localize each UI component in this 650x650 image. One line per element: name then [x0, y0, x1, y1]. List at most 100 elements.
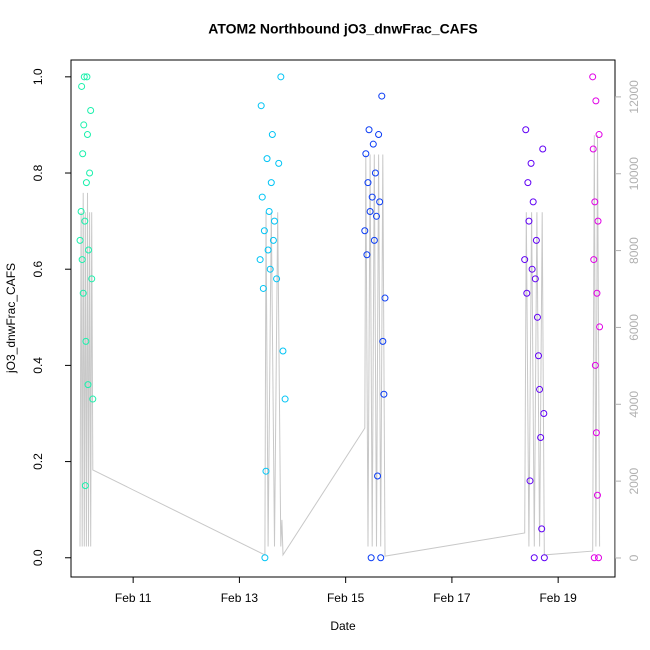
x-tick-label: Feb 15 — [327, 591, 365, 605]
data-point — [381, 294, 389, 302]
data-point — [257, 102, 265, 110]
data-point — [263, 155, 271, 163]
data-point — [375, 131, 383, 139]
data-point — [89, 395, 97, 403]
data-point — [85, 246, 93, 254]
data-point — [540, 409, 548, 417]
x-tick-label: Feb 11 — [115, 591, 152, 605]
x-axis-label: Date — [330, 619, 356, 633]
y2-tick-label: 10000 — [627, 157, 641, 191]
data-point — [264, 246, 272, 254]
data-point — [81, 217, 89, 225]
x-tick-label: Feb 19 — [539, 591, 577, 605]
data-point — [524, 179, 532, 187]
data-point — [269, 236, 277, 244]
data-point — [80, 73, 88, 81]
data-point — [590, 256, 598, 264]
data-point — [590, 554, 598, 562]
y2-tick-label: 0 — [627, 554, 641, 561]
data-point — [379, 337, 387, 345]
data-point — [261, 554, 269, 562]
data-point — [279, 347, 287, 355]
data-point — [595, 554, 603, 562]
data-point — [591, 198, 599, 206]
data-point — [267, 179, 275, 187]
data-point — [78, 256, 86, 264]
data-point — [595, 131, 603, 139]
data-point — [532, 236, 540, 244]
x-tick-label: Feb 13 — [221, 591, 259, 605]
data-point — [365, 126, 373, 134]
data-point — [368, 193, 376, 201]
data-point — [525, 217, 533, 225]
data-point — [364, 179, 372, 187]
data-point — [592, 429, 600, 437]
data-point — [594, 217, 602, 225]
data-point — [260, 227, 268, 235]
data-point — [258, 193, 266, 201]
data-point — [539, 145, 547, 153]
data-point — [78, 82, 86, 90]
data-point — [256, 256, 264, 264]
data-point — [536, 385, 544, 393]
data-point — [521, 256, 529, 264]
data-point — [259, 284, 267, 292]
data-point — [526, 477, 534, 485]
data-point — [593, 289, 601, 297]
data-point — [277, 73, 285, 81]
data-point — [84, 381, 92, 389]
y-axis-label: jO3_dnwFrac_CAFS — [4, 263, 18, 374]
data-point — [593, 491, 601, 499]
data-point — [377, 554, 385, 562]
y-tick-label: 0.0 — [31, 549, 45, 566]
data-point — [537, 434, 545, 442]
data-point — [533, 313, 541, 321]
data-point — [527, 159, 535, 167]
y2-tick-label: 4000 — [627, 391, 641, 418]
data-point — [530, 554, 538, 562]
data-point — [529, 198, 537, 206]
data-point — [82, 179, 90, 187]
data-point — [376, 198, 384, 206]
data-point — [369, 140, 377, 148]
data-point — [275, 159, 283, 167]
data-point — [374, 472, 382, 480]
y2-tick-label: 6000 — [627, 314, 641, 341]
data-point — [270, 217, 278, 225]
data-point — [592, 97, 600, 105]
data-point — [88, 275, 96, 283]
x-tick-label: Feb 17 — [433, 591, 471, 605]
data-point — [79, 150, 87, 158]
data-point — [367, 554, 375, 562]
data-point — [268, 131, 276, 139]
y-tick-label: 0.2 — [31, 453, 45, 470]
data-point — [535, 352, 542, 360]
data-point — [83, 131, 91, 139]
y-tick-label: 0.6 — [31, 261, 45, 278]
data-point — [363, 251, 371, 259]
data-point — [82, 337, 90, 345]
y2-tick-label: 12000 — [627, 80, 641, 114]
y-tick-label: 0.4 — [31, 357, 45, 374]
data-point — [522, 126, 530, 134]
data-point — [589, 145, 597, 153]
y-tick-label: 0.8 — [31, 164, 45, 181]
data-point — [372, 212, 380, 220]
y2-tick-label: 8000 — [627, 237, 641, 264]
data-point — [523, 289, 531, 297]
data-point — [86, 169, 94, 177]
data-point — [81, 482, 89, 490]
data-point — [528, 265, 536, 273]
data-point — [265, 207, 273, 215]
data-point — [83, 73, 91, 81]
data-point — [362, 150, 370, 158]
data-point — [596, 323, 604, 331]
data-point — [266, 265, 274, 273]
data-point — [77, 207, 85, 215]
data-point — [281, 395, 289, 403]
data-point — [80, 121, 88, 129]
data-point — [540, 554, 548, 562]
data-point — [538, 525, 546, 533]
y-tick-label: 1.0 — [31, 68, 45, 85]
